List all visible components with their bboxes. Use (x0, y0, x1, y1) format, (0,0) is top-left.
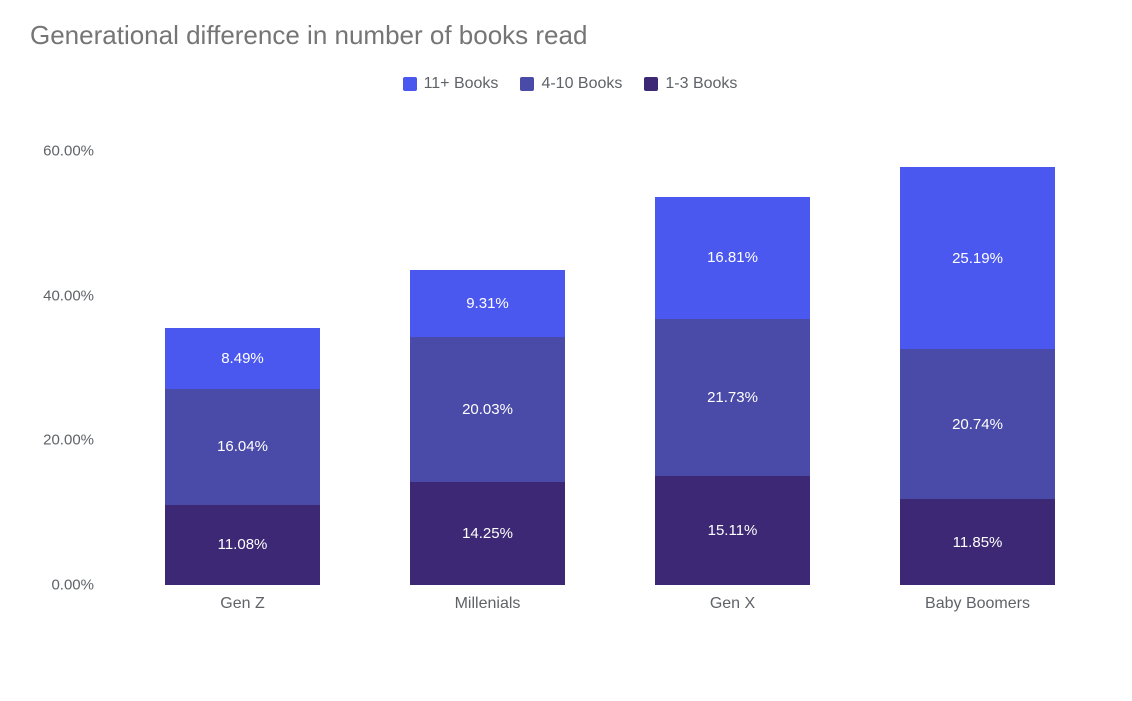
legend-label: 1-3 Books (665, 75, 737, 93)
bar-stack: 11.08% 16.04% 8.49% (165, 328, 320, 585)
x-tick-label: Millenials (365, 595, 610, 613)
bar-segment: 9.31% (410, 270, 565, 337)
y-tick-label: 20.00% (43, 432, 94, 449)
legend: 11+ Books 4-10 Books 1-3 Books (30, 75, 1110, 93)
bar-value-label: 25.19% (952, 250, 1003, 267)
bar-value-label: 11.85% (953, 534, 1003, 551)
y-axis: 0.00%20.00%40.00%60.00% (30, 115, 110, 585)
bar-segment: 14.25% (410, 482, 565, 585)
bar-group: 11.85% 20.74% 25.19% (855, 115, 1100, 585)
bar-segment: 8.49% (165, 328, 320, 389)
bar-segment: 20.74% (900, 349, 1055, 499)
bar-segment: 11.85% (900, 499, 1055, 585)
bar-segment: 15.11% (655, 476, 810, 585)
x-tick-label: Baby Boomers (855, 595, 1100, 613)
y-tick-label: 40.00% (43, 287, 94, 304)
bar-value-label: 16.81% (707, 249, 758, 266)
legend-swatch (520, 77, 534, 91)
bar-value-label: 20.74% (952, 416, 1003, 433)
bar-group: 15.11% 21.73% 16.81% (610, 115, 855, 585)
legend-item: 1-3 Books (644, 75, 737, 93)
x-tick-label: Gen Z (120, 595, 365, 613)
bar-stack: 11.85% 20.74% 25.19% (900, 167, 1055, 585)
bar-stack: 15.11% 21.73% 16.81% (655, 197, 810, 585)
y-tick-label: 60.00% (43, 143, 94, 160)
bar-value-label: 9.31% (466, 295, 509, 312)
chart-title: Generational difference in number of boo… (30, 20, 1110, 51)
bar-segment: 11.08% (165, 505, 320, 585)
bar-value-label: 14.25% (462, 525, 513, 542)
bar-segment: 16.81% (655, 197, 810, 319)
legend-label: 11+ Books (424, 75, 499, 93)
chart-container: Generational difference in number of boo… (30, 20, 1110, 680)
bar-segment: 16.04% (165, 389, 320, 505)
bar-value-label: 16.04% (217, 438, 268, 455)
bar-value-label: 11.08% (218, 536, 268, 553)
legend-item: 4-10 Books (520, 75, 622, 93)
bar-value-label: 8.49% (221, 350, 264, 367)
legend-swatch (644, 77, 658, 91)
bar-value-label: 15.11% (708, 522, 758, 539)
x-axis: Gen ZMillenialsGen XBaby Boomers (120, 595, 1100, 613)
y-tick-label: 0.00% (51, 577, 94, 594)
bar-group: 14.25% 20.03% 9.31% (365, 115, 610, 585)
bar-segment: 25.19% (900, 167, 1055, 349)
bar-value-label: 20.03% (462, 401, 513, 418)
x-tick-label: Gen X (610, 595, 855, 613)
bar-segment: 20.03% (410, 337, 565, 482)
bar-value-label: 21.73% (707, 389, 758, 406)
bar-segment: 21.73% (655, 319, 810, 476)
bar-group: 11.08% 16.04% 8.49% (120, 115, 365, 585)
plot-area: 11.08% 16.04% 8.49% 14.25% 20.03% 9.31% 15.11%… (120, 115, 1100, 585)
bar-stack: 14.25% 20.03% 9.31% (410, 270, 565, 585)
legend-item: 11+ Books (403, 75, 499, 93)
plot-wrap: 0.00% 20.00% 40.00% 60.00% 11.08% 16.04% 8.49… (30, 115, 1110, 625)
legend-swatch (403, 77, 417, 91)
legend-label: 4-10 Books (541, 75, 622, 93)
